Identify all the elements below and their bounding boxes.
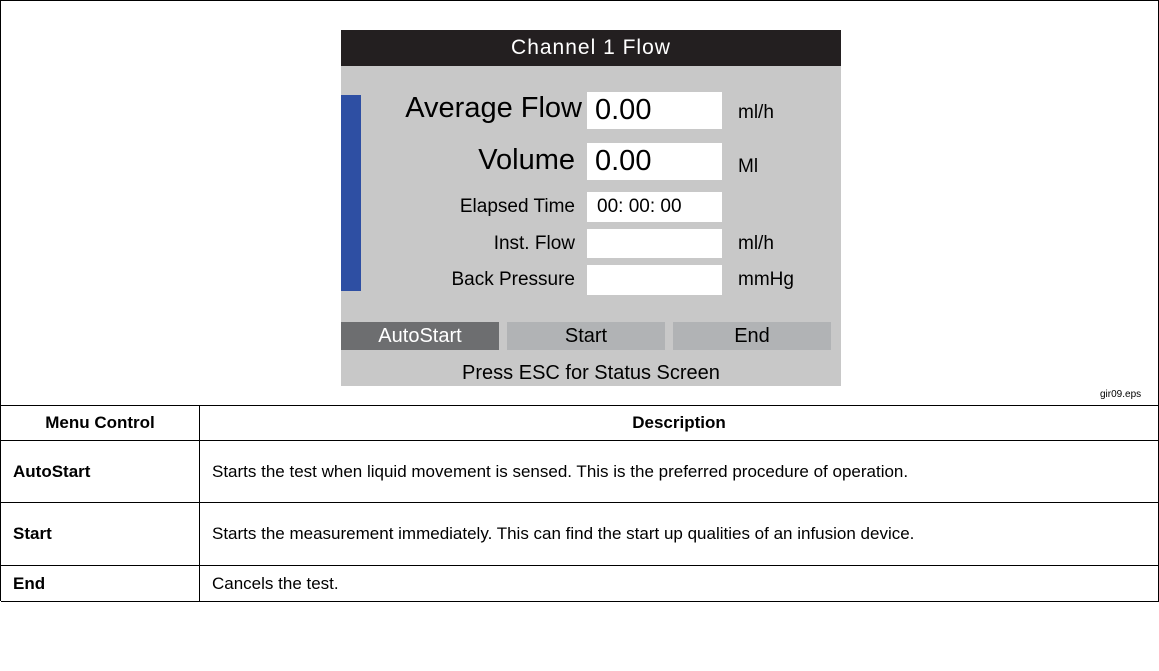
field-unit: ml/h [738, 233, 774, 254]
device-screen: Channel 1 Flow Average Flow 0.00 ml/h Vo… [341, 30, 841, 386]
field-value: 00: 00: 00 [587, 192, 722, 222]
field-unit: Ml [738, 156, 759, 177]
blue-bar [341, 95, 361, 291]
field-label: Inst. Flow [493, 233, 575, 254]
button[interactable]: Start [507, 322, 665, 350]
table-cell: Cancels the test. [200, 566, 1159, 602]
table-cell: AutoStart [1, 441, 200, 503]
table-cell: Starts the measurement immediately. This… [200, 503, 1159, 566]
table-header: Menu Control [1, 406, 200, 441]
field-label: Back Pressure [451, 269, 575, 290]
table-cell: End [1, 566, 200, 602]
field-unit: mmHg [738, 269, 794, 290]
field-value: 0.00 [587, 143, 722, 180]
field-label: Volume [478, 144, 575, 176]
field-label: Average Flow [405, 92, 582, 124]
field-unit: ml/h [738, 102, 774, 123]
field-value: 0.00 [587, 92, 722, 129]
table: Menu Control Description AutoStart Start… [0, 405, 1159, 602]
table-header: Description [200, 406, 1159, 441]
button[interactable]: End [673, 322, 831, 350]
button[interactable]: AutoStart [341, 322, 499, 350]
field-value-box [587, 265, 722, 295]
screen-title: Channel 1 Flow [341, 30, 841, 66]
field-value-box [587, 229, 722, 258]
figure-label: gir09.eps [1100, 389, 1142, 400]
table-cell: Starts the test when liquid movement is … [200, 441, 1159, 503]
field-label: Elapsed Time [459, 196, 575, 217]
table-cell: Start [1, 503, 200, 566]
screen-footer: Press ESC for Status Screen [462, 362, 720, 384]
